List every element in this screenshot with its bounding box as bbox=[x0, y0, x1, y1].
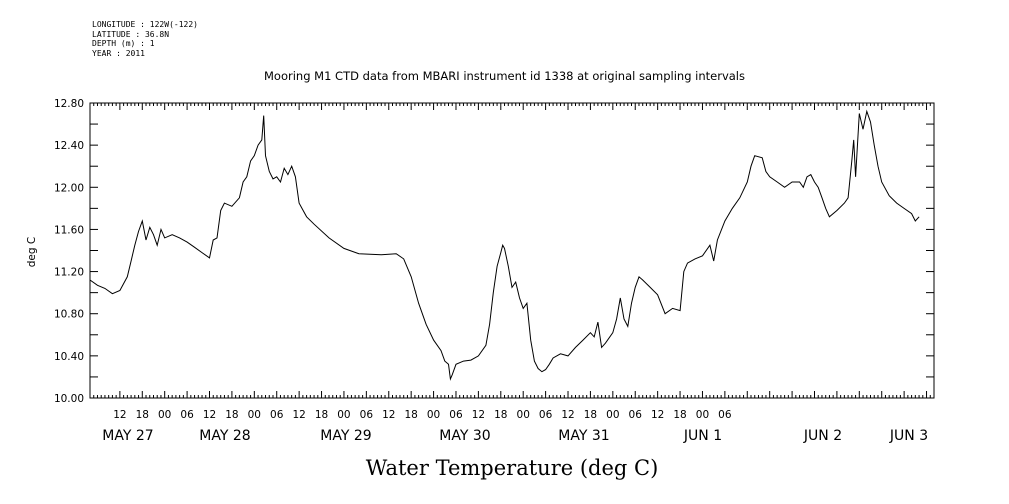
x-day-label: MAY 30 bbox=[439, 428, 490, 444]
x-day-label: MAY 27 bbox=[102, 428, 153, 444]
x-hour-label: 00 bbox=[606, 409, 619, 421]
x-hour-label: 06 bbox=[718, 409, 732, 421]
x-hour-label: 06 bbox=[449, 409, 463, 421]
series-line-water-temperature bbox=[89, 109, 920, 381]
x-hour-label: 06 bbox=[270, 409, 284, 421]
x-hour-label: 00 bbox=[517, 409, 530, 421]
x-day-label: MAY 31 bbox=[558, 428, 609, 444]
x-hour-label: 00 bbox=[337, 409, 350, 421]
year-text: YEAR : 2011 bbox=[92, 48, 145, 58]
x-hour-label: 06 bbox=[180, 409, 194, 421]
x-hour-label: 18 bbox=[404, 409, 417, 421]
x-tick-labels: 12 18 00 06 12 18 00 06 12 18 00 06 12 18 00 06 12 18 00 06… bbox=[113, 409, 732, 421]
x-axis-label: Water Temperature (deg C) bbox=[366, 456, 659, 480]
metadata-block: LONGITUDE : 122W(-122) LATITUDE : 36.8N DE… bbox=[92, 20, 198, 58]
plot-frame bbox=[89, 102, 935, 399]
chart-title: Mooring M1 CTD data from MBARI instrumen… bbox=[264, 69, 745, 83]
x-hour-label: 12 bbox=[203, 409, 216, 421]
x-hour-label: 18 bbox=[136, 409, 149, 421]
x-hour-label: 12 bbox=[651, 409, 664, 421]
y-tick-label: 11.20 bbox=[54, 267, 84, 279]
y-tick-labels: 10.00 10.40 10.80 11.20 11.60 12.00 12.40 12.80 bbox=[54, 98, 84, 405]
y-tick-label: 10.00 bbox=[54, 393, 84, 405]
x-hour-label: 18 bbox=[225, 409, 238, 421]
x-hour-label: 12 bbox=[382, 409, 395, 421]
x-hour-label: 00 bbox=[248, 409, 261, 421]
x-hour-label: 06 bbox=[360, 409, 374, 421]
depth-text: DEPTH (m) : 1 bbox=[92, 39, 155, 48]
x-hour-label: 18 bbox=[584, 409, 597, 421]
x-day-label: JUN 2 bbox=[803, 428, 842, 444]
x-hour-label: 06 bbox=[539, 409, 553, 421]
x-hour-label: 00 bbox=[427, 409, 440, 421]
y-tick-label: 12.80 bbox=[54, 98, 84, 110]
latitude-text: LATITUDE : 36.8N bbox=[92, 29, 170, 39]
x-day-label: MAY 29 bbox=[320, 428, 371, 444]
y-tick-label: 12.00 bbox=[54, 182, 84, 194]
x-day-label: JUN 1 bbox=[683, 428, 722, 444]
x-day-label: JUN 3 bbox=[889, 428, 928, 444]
x-day-label: MAY 28 bbox=[199, 428, 250, 444]
x-day-labels: MAY 27 MAY 28 MAY 29 MAY 30 MAY 31 JUN 1 JUN 2… bbox=[102, 428, 928, 444]
y-axis-label: deg C bbox=[26, 237, 38, 267]
y-tick-label: 10.80 bbox=[54, 309, 84, 321]
y-tick-label: 10.40 bbox=[54, 351, 84, 363]
y-tick-label: 12.40 bbox=[54, 140, 84, 152]
x-hour-label: 18 bbox=[673, 409, 686, 421]
longitude-text: LONGITUDE : 122W(-122) bbox=[92, 20, 198, 29]
x-hour-label: 00 bbox=[158, 409, 171, 421]
x-hour-label: 18 bbox=[494, 409, 507, 421]
x-hour-label: 12 bbox=[561, 409, 574, 421]
x-hour-label: 00 bbox=[696, 409, 709, 421]
x-hour-label: 12 bbox=[113, 409, 126, 421]
x-hour-label: 06 bbox=[629, 409, 643, 421]
plot-axes bbox=[89, 102, 935, 399]
x-hour-label: 12 bbox=[292, 409, 305, 421]
x-hour-label: 18 bbox=[315, 409, 328, 421]
x-hour-label: 12 bbox=[472, 409, 485, 421]
y-tick-label: 11.60 bbox=[54, 224, 84, 236]
